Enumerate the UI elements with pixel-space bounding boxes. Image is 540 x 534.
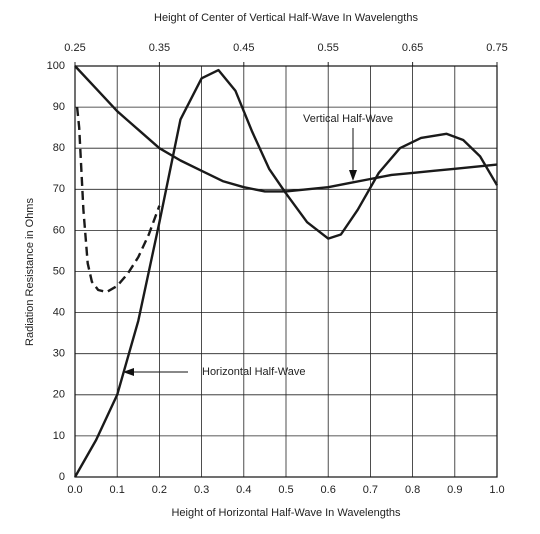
x-tick-label: 0.5 xyxy=(278,484,293,496)
y-tick-label: 20 xyxy=(53,389,65,401)
y-tick-label: 0 xyxy=(59,471,65,483)
x-tick-label: 0.1 xyxy=(110,484,125,496)
x-axis-label: Height of Horizontal Half-Wave In Wavele… xyxy=(171,507,401,519)
x2-tick-label: 0.75 xyxy=(486,42,507,54)
y-tick-label: 60 xyxy=(53,224,65,236)
y-tick-label: 80 xyxy=(53,142,65,154)
y-axis-label: Radiation Resistance in Ohms xyxy=(24,198,36,346)
plot-frame xyxy=(74,65,498,478)
line xyxy=(75,106,161,294)
x-tick-label: 0.7 xyxy=(363,484,378,496)
y-tick-label: 90 xyxy=(53,101,65,113)
annotation: Horizontal Half-Wave xyxy=(202,366,306,378)
x2-axis-label: Height of Center of Vertical Half-Wave I… xyxy=(154,12,418,24)
line xyxy=(74,65,498,193)
y-tick-label: 70 xyxy=(53,183,65,195)
annotation: Vertical Half-Wave xyxy=(303,113,393,125)
x-tick-label: 0.9 xyxy=(447,484,462,496)
y-tick-label: 30 xyxy=(53,348,65,360)
y-tick-label: 10 xyxy=(53,430,65,442)
x-tick-label: 0.2 xyxy=(152,484,167,496)
x-tick-label: 1.0 xyxy=(489,484,504,496)
x-tick-label: 0.4 xyxy=(236,484,251,496)
x-tick-label: 0.0 xyxy=(67,484,82,496)
line xyxy=(73,68,499,478)
y-tick-label: 40 xyxy=(53,307,65,319)
y-tick-label: 100 xyxy=(47,60,65,72)
x-tick-label: 0.8 xyxy=(405,484,420,496)
x2-tick-label: 0.45 xyxy=(233,42,254,54)
arrow-head xyxy=(349,170,357,181)
x2-tick-label: 0.55 xyxy=(317,42,338,54)
x2-tick-label: 0.35 xyxy=(149,42,170,54)
y-tick-label: 50 xyxy=(53,265,65,277)
x2-tick-label: 0.65 xyxy=(402,42,423,54)
x-tick-label: 0.6 xyxy=(321,484,336,496)
x-tick-label: 0.3 xyxy=(194,484,209,496)
arrow-head xyxy=(123,368,134,376)
x2-tick-label: 0.25 xyxy=(64,42,85,54)
